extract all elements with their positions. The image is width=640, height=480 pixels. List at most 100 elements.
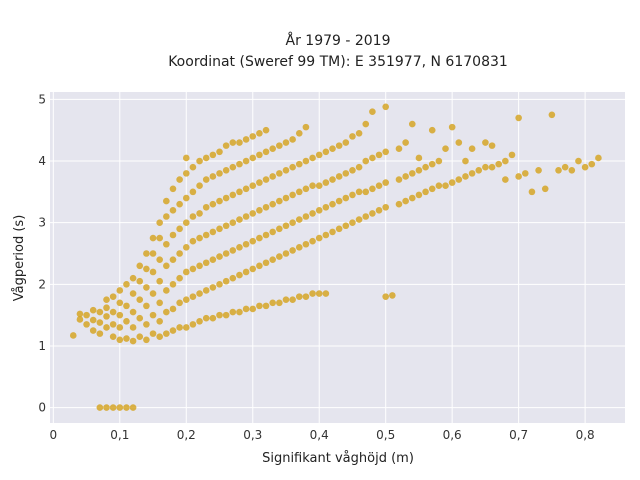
y-tick-label: 1	[38, 339, 46, 353]
data-point	[249, 237, 257, 245]
data-point	[182, 219, 190, 226]
data-point	[256, 207, 263, 214]
data-point	[103, 324, 110, 331]
data-point	[428, 160, 436, 168]
data-point	[136, 262, 144, 270]
data-point	[282, 194, 290, 202]
data-point	[342, 139, 350, 146]
data-point	[236, 244, 243, 251]
data-point	[196, 234, 203, 242]
data-point	[216, 311, 223, 319]
data-point	[136, 277, 144, 285]
data-point	[202, 154, 210, 162]
data-point	[389, 292, 396, 299]
data-point	[402, 173, 409, 180]
data-point	[96, 308, 104, 316]
data-points	[69, 103, 602, 411]
data-point	[156, 277, 163, 285]
data-point	[149, 268, 157, 276]
data-point	[315, 182, 323, 189]
data-point	[143, 250, 150, 257]
data-point	[355, 188, 363, 196]
data-point	[209, 151, 217, 159]
data-point	[256, 234, 263, 242]
data-point	[302, 213, 310, 220]
data-point	[182, 268, 190, 276]
data-point	[89, 316, 97, 324]
y-tick-label: 4	[38, 154, 46, 168]
data-point	[276, 299, 283, 307]
data-point	[116, 299, 124, 307]
data-point	[242, 185, 250, 193]
data-point	[229, 163, 237, 171]
data-point	[163, 308, 170, 316]
data-point	[229, 308, 237, 316]
data-point	[256, 151, 263, 159]
data-point	[276, 197, 283, 205]
data-point	[382, 293, 389, 300]
data-point	[229, 191, 237, 199]
data-point	[402, 197, 409, 205]
data-point	[269, 299, 276, 307]
data-point	[415, 191, 423, 199]
data-point	[302, 293, 310, 300]
data-point	[422, 163, 429, 171]
data-point	[342, 170, 350, 177]
data-point	[415, 166, 423, 174]
data-point	[515, 114, 522, 122]
data-point	[169, 281, 177, 288]
data-point	[289, 296, 296, 304]
data-point	[335, 142, 343, 149]
data-point	[116, 404, 124, 411]
data-point	[515, 173, 522, 180]
data-point	[295, 244, 303, 251]
data-point	[482, 163, 489, 171]
data-point	[502, 157, 509, 165]
data-point	[143, 284, 150, 291]
data-point	[103, 304, 110, 312]
data-point	[315, 207, 323, 214]
data-point	[176, 250, 183, 257]
data-point	[236, 216, 243, 223]
data-point	[282, 250, 290, 257]
data-point	[468, 145, 476, 153]
data-point	[362, 157, 370, 165]
data-point	[96, 330, 104, 337]
data-point	[202, 314, 210, 322]
data-point	[209, 314, 217, 322]
data-point	[116, 324, 124, 331]
data-point	[322, 203, 330, 211]
data-point	[302, 185, 310, 193]
data-point	[315, 151, 323, 159]
data-point	[176, 225, 183, 233]
data-point	[448, 123, 456, 131]
data-point	[256, 262, 263, 270]
data-point	[129, 324, 137, 331]
data-point	[302, 157, 310, 165]
data-point	[129, 290, 137, 297]
data-point	[408, 120, 416, 128]
x-tick-label: 0,2	[177, 428, 196, 442]
data-point	[375, 207, 383, 214]
data-point	[276, 253, 283, 260]
data-point	[196, 182, 203, 189]
data-point	[295, 293, 303, 300]
data-point	[382, 179, 389, 186]
data-point	[382, 103, 389, 111]
data-point	[209, 256, 217, 263]
data-point	[189, 321, 197, 328]
data-point	[169, 185, 177, 193]
x-tick-label: 0,5	[376, 428, 395, 442]
x-tick-label: 0,4	[310, 428, 329, 442]
data-point	[322, 231, 330, 239]
data-point	[123, 281, 130, 288]
data-point	[202, 176, 210, 183]
data-point	[349, 166, 356, 174]
data-point	[329, 228, 336, 236]
data-point	[109, 333, 117, 341]
data-point	[216, 197, 223, 205]
data-point	[362, 188, 370, 196]
data-point	[335, 197, 343, 205]
data-point	[448, 179, 456, 186]
data-point	[462, 173, 469, 180]
